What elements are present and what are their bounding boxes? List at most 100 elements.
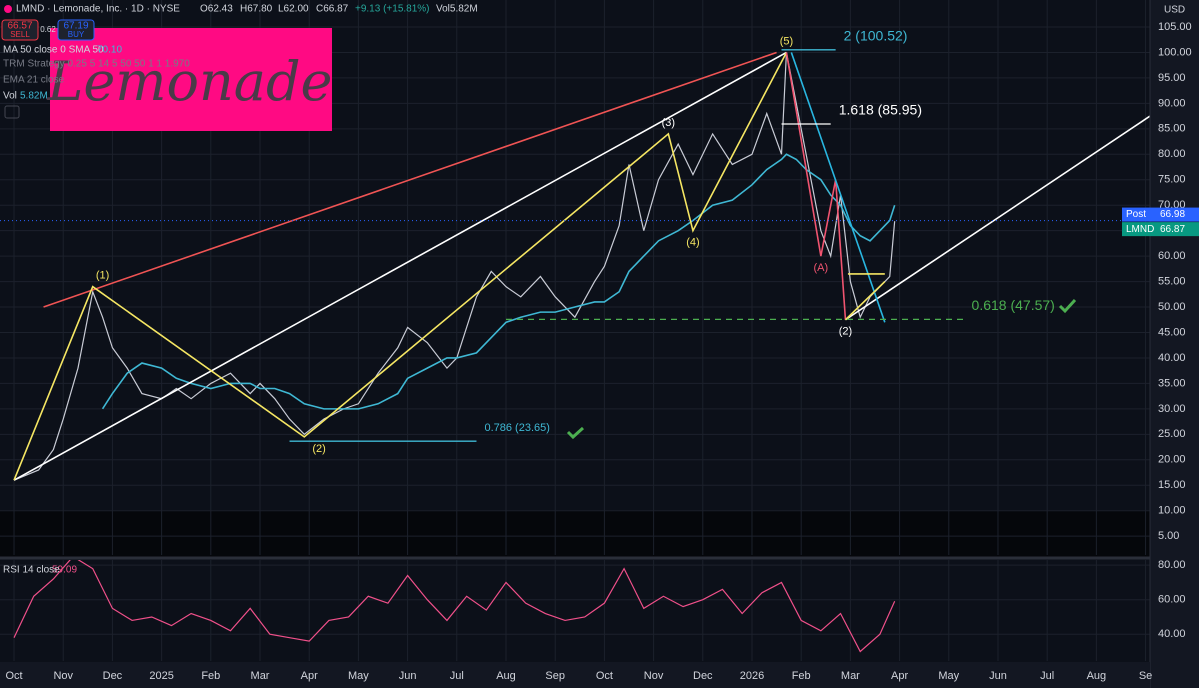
wave-label: (2) bbox=[312, 443, 325, 455]
x-tick-label: Dec bbox=[103, 670, 123, 682]
indicator-value: 5.82M bbox=[20, 91, 48, 102]
fib-label: 2 (100.52) bbox=[844, 28, 908, 44]
wave-label: (5) bbox=[780, 35, 793, 47]
x-tick-label: Mar bbox=[251, 670, 270, 682]
y-tick-label: 55.00 bbox=[1158, 275, 1186, 287]
y-tick-label: 5.00 bbox=[1158, 530, 1179, 542]
y-tick-label: 30.00 bbox=[1158, 403, 1186, 415]
close: C66.87 bbox=[316, 4, 349, 15]
x-tick-label: 2026 bbox=[740, 670, 764, 682]
spread: 0.62 bbox=[40, 25, 56, 34]
x-tick-label: Apr bbox=[301, 670, 318, 682]
x-tick-label: Jul bbox=[450, 670, 464, 682]
ma-legend: MA 50 close 0 SMA 50 bbox=[3, 45, 104, 56]
y-tick-label: 60.00 bbox=[1158, 594, 1186, 606]
y-tick-label: 80.00 bbox=[1158, 148, 1186, 160]
indicator: TRM Strategy 0.25 5 14 5 50 50 1 1 1.970 bbox=[3, 59, 190, 70]
sell-button[interactable] bbox=[1, 19, 39, 41]
y-tick-label: 35.00 bbox=[1158, 377, 1186, 389]
x-tick-label: Nov bbox=[53, 670, 73, 682]
x-tick-label: May bbox=[938, 670, 959, 682]
y-tick-label: 95.00 bbox=[1158, 72, 1186, 84]
currency: USD bbox=[1164, 5, 1185, 16]
symbol-icon bbox=[4, 5, 12, 13]
fib-label: 0.786 (23.65) bbox=[484, 422, 549, 434]
check-icon bbox=[566, 426, 585, 440]
trend-line bbox=[13, 51, 787, 481]
trend-line bbox=[13, 52, 788, 481]
x-tick-label: Aug bbox=[496, 670, 516, 682]
x-tick-label: Oct bbox=[5, 670, 22, 682]
x-tick-label: Feb bbox=[201, 670, 220, 682]
y-tick-label: 105.00 bbox=[1158, 21, 1192, 33]
x-tick-label: Apr bbox=[891, 670, 908, 682]
x-tick-label: Feb bbox=[792, 670, 811, 682]
trend-line bbox=[844, 280, 886, 321]
price-tag-label: Post bbox=[1126, 209, 1146, 220]
rsi-line bbox=[13, 560, 896, 653]
price-plot: 2 (100.52) 1.618 (85.95) 0.618 (47.57) 0.78… bbox=[0, 28, 1150, 481]
price-tag bbox=[1122, 222, 1199, 237]
sell-label: SELL bbox=[10, 30, 30, 39]
check-icon bbox=[1058, 298, 1077, 314]
x-tick-label: Oct bbox=[596, 670, 613, 682]
x-tick-label: May bbox=[348, 670, 369, 682]
open: O62.43 bbox=[200, 4, 233, 15]
rsi-title: RSI 14 close bbox=[3, 565, 60, 576]
x-tick-label: Jun bbox=[989, 670, 1007, 682]
price-tag bbox=[1122, 207, 1199, 222]
trend-line bbox=[790, 52, 886, 323]
wave-label: (3) bbox=[662, 117, 675, 129]
y-tick-label: 50.00 bbox=[1158, 301, 1186, 313]
buy-button[interactable] bbox=[57, 19, 95, 41]
y-tick-label: 40.00 bbox=[1158, 352, 1186, 364]
trend-line bbox=[43, 51, 777, 308]
price-tag-value: 66.87 bbox=[1160, 224, 1185, 235]
x-tick-label: Nov bbox=[644, 670, 664, 682]
y-tick-label: 45.00 bbox=[1158, 326, 1186, 338]
ma-value: 70.10 bbox=[97, 45, 122, 56]
low: L62.00 bbox=[278, 4, 309, 15]
buy-price: 67.19 bbox=[63, 21, 88, 32]
x-tick-label: Sep bbox=[545, 670, 565, 682]
y-tick-label: 85.00 bbox=[1158, 123, 1186, 135]
y-tick-label: 15.00 bbox=[1158, 479, 1186, 491]
x-tick-label: Jul bbox=[1040, 670, 1054, 682]
y-tick-label: 20.00 bbox=[1158, 454, 1186, 466]
buy-label: BUY bbox=[68, 30, 85, 39]
volume-band bbox=[0, 510, 1150, 558]
wave-label: (1) bbox=[96, 270, 109, 282]
wave-label: (A) bbox=[814, 262, 829, 274]
x-tick-label: Se bbox=[1139, 670, 1152, 682]
price-axis bbox=[1150, 0, 1199, 688]
time-axis bbox=[0, 662, 1150, 688]
y-tick-label: 80.00 bbox=[1158, 559, 1186, 571]
indicator: Vol bbox=[3, 91, 17, 102]
change: +9.13 (+15.81%) bbox=[355, 4, 430, 15]
sell-price: 66.57 bbox=[7, 21, 32, 32]
logo-box bbox=[50, 28, 332, 131]
rsi-value: 59.09 bbox=[52, 565, 77, 576]
rsi-plot bbox=[13, 560, 896, 653]
fib-label: 1.618 (85.95) bbox=[839, 102, 922, 118]
logo: Lemonade bbox=[46, 50, 332, 113]
x-tick-label: Dec bbox=[693, 670, 713, 682]
y-tick-label: 90.00 bbox=[1158, 97, 1186, 109]
axes: 5.00 10.00 15.00 20.00 25.00 30.00 35.00 40.00 4… bbox=[5, 21, 1199, 682]
price-tag-label: LMND bbox=[1126, 224, 1154, 235]
fib-label: 0.618 (47.57) bbox=[972, 297, 1055, 313]
collapse-button[interactable] bbox=[4, 105, 20, 119]
y-tick-label: 40.00 bbox=[1158, 628, 1186, 640]
y-tick-label: 25.00 bbox=[1158, 428, 1186, 440]
x-tick-label: Aug bbox=[1087, 670, 1107, 682]
x-tick-label: Mar bbox=[841, 670, 860, 682]
x-tick-label: Jun bbox=[399, 670, 417, 682]
x-tick-label: 2025 bbox=[149, 670, 173, 682]
wave-label: (4) bbox=[686, 237, 699, 249]
price-tag-value: 66.98 bbox=[1160, 209, 1185, 220]
trend-line bbox=[785, 52, 847, 320]
y-tick-label: 75.00 bbox=[1158, 174, 1186, 186]
symbol: LMND · Lemonade, Inc. · 1D · NYSE bbox=[16, 4, 180, 15]
high: H67.80 bbox=[240, 4, 273, 15]
